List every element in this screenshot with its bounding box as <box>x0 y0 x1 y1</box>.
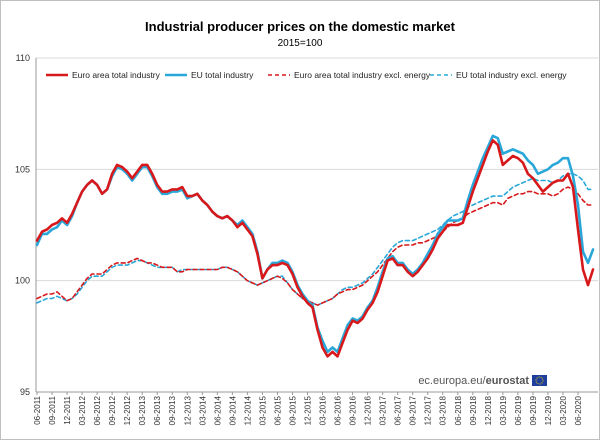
x-tick-label: 06-2013 <box>153 395 162 425</box>
source-credit: ec.europa.eu/eurostat <box>418 375 547 387</box>
x-tick-label: 03-2018 <box>439 395 448 425</box>
x-tick-label: 09-2017 <box>409 395 418 425</box>
legend-label: Euro area total industry excl. energy <box>294 70 431 80</box>
legend-label: Euro area total industry <box>72 70 161 80</box>
y-tick-label: 105 <box>15 164 30 174</box>
series-line-3 <box>36 186 594 307</box>
series-group <box>35 134 595 358</box>
x-tick-label: 06-2015 <box>273 395 282 425</box>
x-tick-label: 12-2011 <box>63 395 72 424</box>
x-tick-label: 09-2019 <box>529 395 538 425</box>
x-tick-label: 12-2016 <box>364 395 373 425</box>
y-tick-label: 110 <box>16 53 30 63</box>
x-tick-label: 12-2017 <box>424 395 433 425</box>
legend-label: EU total industry excl. energy <box>456 70 567 80</box>
x-tick-label: 12-2012 <box>123 395 132 425</box>
x-tick-label: 03-2017 <box>379 395 388 425</box>
x-tick-label: 12-2018 <box>484 395 493 425</box>
source-label: ec.europa.eu/eurostat <box>418 375 529 387</box>
chart-title: Industrial producer prices on the domest… <box>145 19 456 34</box>
y-tick-label: 95 <box>20 387 30 397</box>
x-tick-label: 06-2017 <box>394 395 403 425</box>
x-tick-label: 09-2013 <box>168 395 177 425</box>
legend: Euro area total industry EU total industr… <box>46 70 567 80</box>
x-tick-label: 09-2014 <box>228 395 237 425</box>
x-tick-label: 12-2013 <box>183 395 192 425</box>
x-tick-label: 09-2015 <box>288 395 297 425</box>
x-tick-label: 06-2016 <box>334 395 343 425</box>
chart-subtitle: 2015=100 <box>278 38 323 49</box>
x-tick-label: 09-2011 <box>48 395 57 424</box>
grid <box>36 57 598 282</box>
x-tick-label: 03-2013 <box>138 395 147 425</box>
x-tick-label: 12-2014 <box>243 395 252 425</box>
x-tick-label: 03-2020 <box>559 395 568 425</box>
x-tick-label: 03-2015 <box>258 395 267 425</box>
x-tick-label: 06-2020 <box>574 395 583 425</box>
x-tick-label: 09-2012 <box>108 395 117 425</box>
source-brand: eurostat <box>486 375 530 387</box>
series-line-1 <box>35 139 595 358</box>
x-tick-label: 06-2011 <box>33 395 42 424</box>
x-tick-label: 03-2019 <box>499 395 508 425</box>
x-tick-label: 09-2016 <box>349 395 358 425</box>
x-tick-label: 12-2019 <box>544 395 553 425</box>
x-tick-label: 12-2015 <box>303 395 312 425</box>
x-tick-label: 03-2012 <box>78 395 87 425</box>
x-tick-label: 03-2016 <box>319 395 328 425</box>
y-tick-label: 100 <box>15 276 30 286</box>
x-tick-label: 06-2019 <box>514 395 523 425</box>
axes: 95 100 105 110 06-2011 09-2011 12-2011 03-2012 0… <box>15 53 598 425</box>
x-tick-label: 06-2012 <box>93 395 102 425</box>
eu-flag-icon <box>532 375 547 386</box>
x-tick-label: 06-2018 <box>454 395 463 425</box>
source-prefix: ec.europa.eu/ <box>418 375 486 387</box>
x-tick-label: 09-2018 <box>469 395 478 425</box>
x-tick-label: 06-2014 <box>213 395 222 425</box>
x-tick-label: 03-2014 <box>198 395 207 425</box>
legend-label: EU total industry <box>191 70 254 80</box>
